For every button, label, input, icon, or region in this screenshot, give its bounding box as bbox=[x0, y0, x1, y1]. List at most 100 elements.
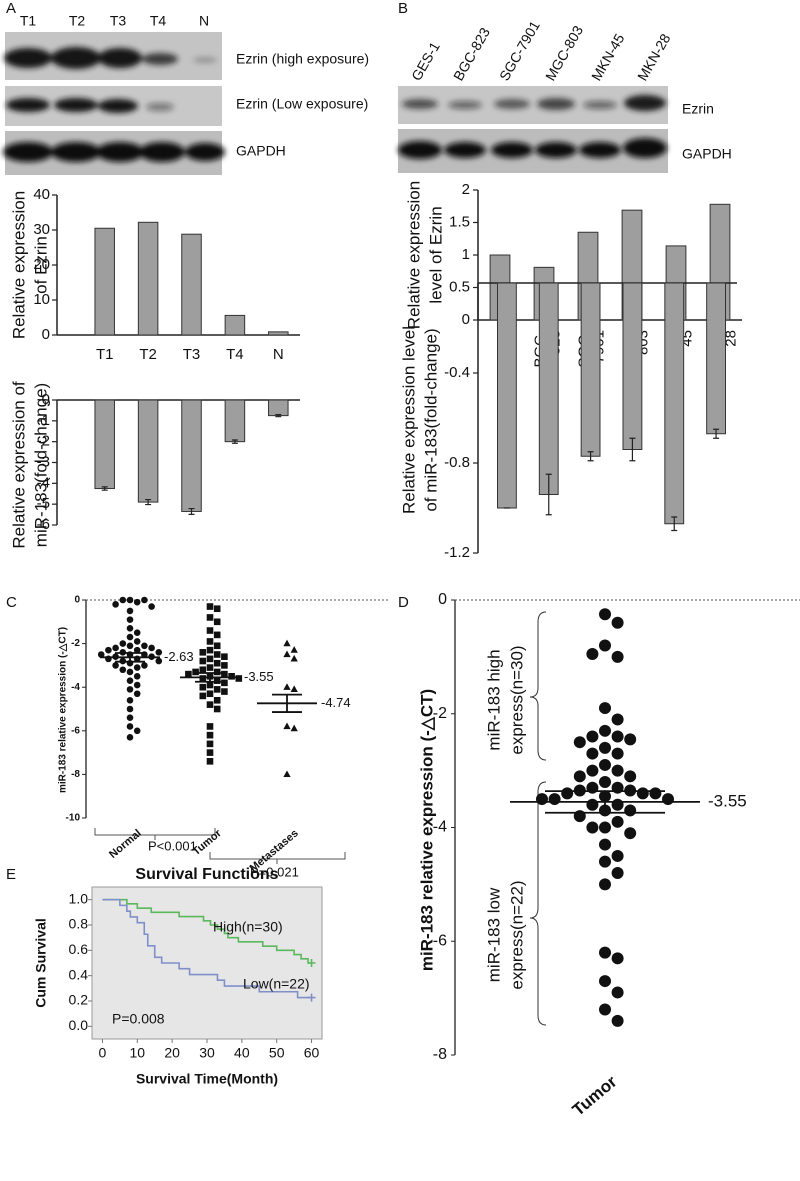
error-bar bbox=[188, 507, 195, 515]
data-point bbox=[586, 747, 599, 760]
data-point bbox=[611, 616, 624, 629]
error-bar bbox=[713, 428, 720, 439]
lane-label: N bbox=[199, 13, 209, 29]
data-point bbox=[290, 724, 298, 732]
data-point bbox=[126, 633, 134, 641]
data-point bbox=[133, 638, 141, 645]
axis-title: miR-183 high bbox=[484, 649, 503, 750]
data-point bbox=[283, 639, 291, 647]
row-label: GAPDH bbox=[682, 146, 732, 162]
annotation: P<0.001 bbox=[148, 838, 197, 853]
data-point bbox=[611, 713, 624, 726]
data-point bbox=[599, 702, 611, 715]
y-tick-label: 0.2 bbox=[69, 992, 89, 1008]
axis-title: Relative expression bbox=[9, 191, 28, 339]
lane-label: GES-1 bbox=[408, 39, 443, 84]
error-bar bbox=[101, 486, 108, 491]
data-point bbox=[649, 787, 662, 800]
axis-title: of miR-183(fold-change) bbox=[421, 328, 440, 511]
data-point bbox=[586, 730, 599, 743]
data-point bbox=[206, 603, 214, 610]
y-tick-label: 20 bbox=[33, 256, 50, 273]
mean-label: -2.63 bbox=[164, 649, 194, 664]
data-point bbox=[213, 677, 221, 684]
lane-label: T3 bbox=[110, 13, 127, 29]
data-point bbox=[141, 642, 148, 650]
axis-title: miR-183 relative expression (-△CT) bbox=[58, 627, 69, 793]
brace bbox=[529, 781, 547, 1026]
data-point bbox=[599, 608, 611, 621]
data-point bbox=[133, 681, 141, 689]
error-bar bbox=[195, 672, 225, 683]
y-tick-label: 1.5 bbox=[449, 213, 470, 230]
data-point bbox=[119, 640, 127, 647]
data-point bbox=[586, 821, 599, 834]
data-point bbox=[213, 705, 221, 713]
annotation: P=0.021 bbox=[250, 864, 299, 879]
data-point bbox=[206, 681, 214, 689]
y-tick-label: 0.4 bbox=[69, 966, 89, 982]
data-point bbox=[599, 1003, 611, 1016]
lane-label: T4 bbox=[150, 13, 167, 29]
axis-title: miR-183 low bbox=[484, 887, 503, 982]
bar bbox=[664, 282, 685, 525]
data-point bbox=[199, 692, 207, 700]
data-point bbox=[611, 798, 624, 811]
y-tick-label: -6 bbox=[37, 516, 50, 533]
data-point bbox=[611, 747, 624, 760]
bar bbox=[137, 399, 159, 503]
data-point bbox=[206, 758, 214, 765]
blot-strip bbox=[398, 129, 668, 173]
data-point bbox=[586, 764, 599, 777]
legend-label: High(n=30) bbox=[213, 919, 283, 935]
chart-title: Survival Functions bbox=[135, 866, 278, 883]
mean-label: -3.55 bbox=[244, 669, 274, 684]
data-point bbox=[126, 723, 134, 730]
blot-b: GES-1 BGC-823 SGC-7901 MGC-803 MKN-45 MK… bbox=[398, 18, 732, 173]
data-point bbox=[611, 986, 624, 999]
y-tick-label: -2 bbox=[37, 433, 50, 450]
bar bbox=[137, 221, 159, 336]
data-point bbox=[206, 731, 214, 739]
data-point bbox=[213, 651, 221, 658]
data-point bbox=[624, 827, 637, 840]
data-point bbox=[599, 758, 611, 771]
lane-label: BGC-823 bbox=[450, 25, 493, 84]
data-point bbox=[133, 673, 141, 680]
y-tick-label: -1.2 bbox=[444, 544, 470, 561]
panel-label: A bbox=[6, 0, 16, 17]
bar bbox=[497, 282, 517, 509]
data-point bbox=[611, 849, 624, 862]
data-point bbox=[126, 596, 134, 604]
x-tick-label: T3 bbox=[183, 346, 201, 363]
data-point bbox=[586, 798, 599, 811]
bar bbox=[94, 399, 115, 490]
lane-label: MKN-28 bbox=[634, 31, 674, 84]
data-point bbox=[221, 662, 228, 669]
data-point bbox=[119, 666, 127, 674]
data-point bbox=[199, 666, 207, 674]
bar bbox=[268, 331, 289, 336]
data-point bbox=[148, 644, 155, 652]
data-point bbox=[235, 675, 243, 682]
data-point bbox=[624, 804, 637, 817]
survival-curve bbox=[102, 898, 312, 999]
data-point bbox=[141, 596, 148, 604]
blot-strip bbox=[398, 86, 668, 124]
data-point bbox=[599, 878, 611, 891]
y-tick-label: 40 bbox=[33, 186, 50, 203]
axis-title: level of Ezrin bbox=[426, 206, 445, 303]
bracket bbox=[209, 852, 346, 864]
data-point bbox=[221, 653, 228, 660]
legend-label: Low(n=22) bbox=[243, 976, 310, 992]
data-point bbox=[126, 677, 134, 684]
data-point bbox=[199, 649, 207, 656]
row-label: Ezrin bbox=[682, 101, 714, 117]
data-point bbox=[206, 638, 214, 645]
y-tick-label: 10 bbox=[33, 291, 50, 308]
axis-title: express(n=22) bbox=[507, 880, 526, 989]
axis-title: Survival Time(Month) bbox=[136, 1071, 278, 1087]
data-point bbox=[548, 793, 561, 806]
data-point bbox=[213, 696, 221, 704]
